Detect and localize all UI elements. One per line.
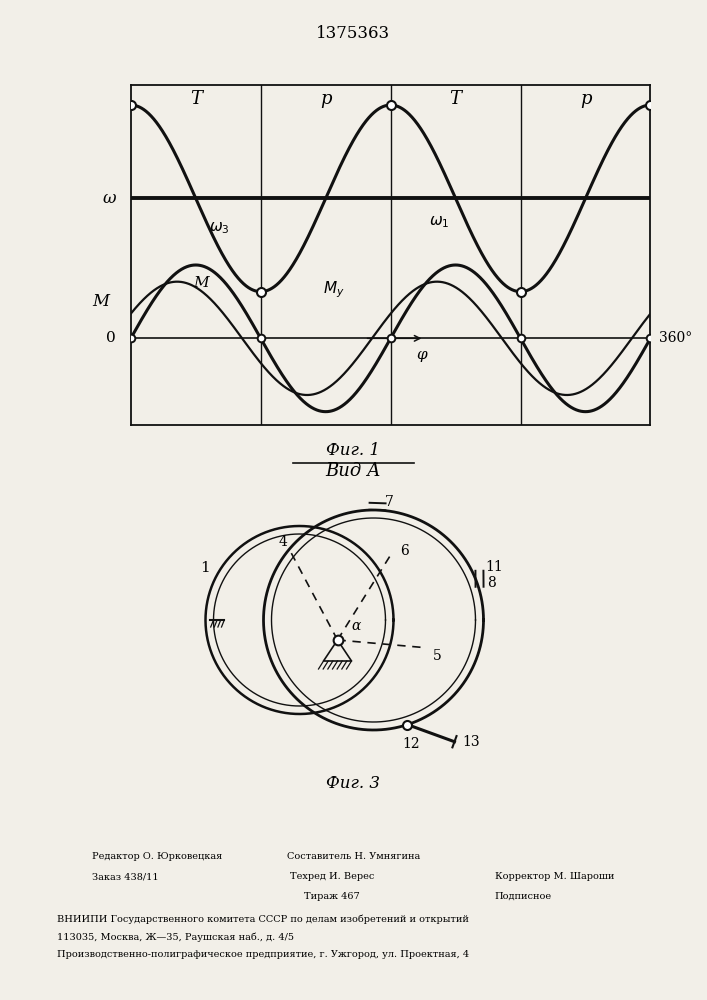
Text: Фиг. 1: Фиг. 1 [327,442,380,459]
Text: Тираж 467: Тираж 467 [305,892,360,901]
Text: T: T [450,90,462,108]
Text: $\omega_1$: $\omega_1$ [428,214,449,230]
Text: 11: 11 [486,560,503,574]
Text: M: M [93,293,110,310]
Text: 1375363: 1375363 [317,25,390,42]
Text: 12: 12 [403,737,420,751]
Text: 0: 0 [106,331,116,345]
Text: $\omega_3$: $\omega_3$ [209,220,230,236]
Text: $M_y$: $M_y$ [322,280,344,300]
Text: α: α [351,619,361,633]
Text: Вид А: Вид А [326,462,381,480]
Text: 8: 8 [488,576,496,590]
Text: φ: φ [416,348,427,362]
Text: 13: 13 [462,735,480,749]
Text: T: T [189,90,201,108]
Text: Заказ 438/11: Заказ 438/11 [92,872,158,881]
Text: 6: 6 [400,544,409,558]
Text: 4: 4 [278,535,287,549]
Text: 7: 7 [385,495,395,509]
Text: p: p [320,90,332,108]
Text: Техред И. Верес: Техред И. Верес [290,872,375,881]
Text: 360°: 360° [659,331,692,345]
Text: ω: ω [103,190,116,207]
Text: Редактор О. Юрковецкая: Редактор О. Юрковецкая [92,852,222,861]
Text: 1: 1 [200,561,209,575]
Text: Производственно-полиграфическое предприятие, г. Ужгород, ул. Проектная, 4: Производственно-полиграфическое предприя… [57,950,469,959]
Text: Составитель Н. Умнягина: Составитель Н. Умнягина [287,852,420,861]
Text: Корректор М. Шароши: Корректор М. Шароши [495,872,614,881]
Text: ВНИИПИ Государственного комитета СССР по делам изобретений и открытий: ВНИИПИ Государственного комитета СССР по… [57,914,469,924]
Text: Подписное: Подписное [495,892,552,901]
Text: p: p [580,90,591,108]
Text: 5: 5 [433,649,442,663]
Text: 113035, Москва, Ж—35, Раушская наб., д. 4/5: 113035, Москва, Ж—35, Раушская наб., д. … [57,932,293,942]
Text: Фиг. 3: Фиг. 3 [327,775,380,792]
Text: M: M [193,276,209,290]
